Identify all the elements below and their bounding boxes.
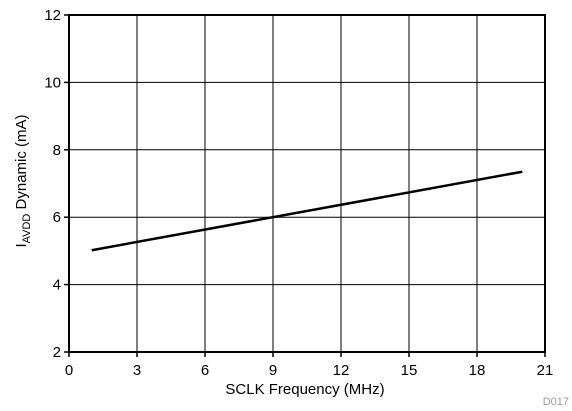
- y-axis-title-rest: Dynamic (mA): [13, 114, 30, 213]
- y-tick-label: 2: [53, 344, 61, 361]
- grid-lines: [69, 15, 545, 352]
- y-axis-ticks: 2 4 6 8 10 12: [44, 7, 69, 361]
- x-tick-label: 9: [269, 362, 277, 379]
- series-group: [91, 170, 523, 252]
- x-axis-ticks: 0 3 6 9 12 15 18 21: [65, 352, 554, 379]
- y-axis-title-subscript: AVDD: [21, 214, 33, 244]
- x-tick-label: 6: [201, 362, 209, 379]
- y-tick-label: 8: [53, 142, 61, 159]
- x-tick-label: 21: [537, 362, 554, 379]
- x-tick-label: 18: [469, 362, 486, 379]
- y-tick-label: 4: [53, 277, 61, 294]
- y-tick-label: 6: [53, 209, 61, 226]
- plot-frame: [68, 14, 546, 353]
- x-tick-label: 0: [65, 362, 73, 379]
- x-tick-label: 3: [133, 362, 141, 379]
- y-axis-title-main: I: [13, 243, 30, 247]
- figure-code: D017: [543, 396, 569, 408]
- y-tick-label: 12: [44, 7, 61, 24]
- y-axis-title: IAVDD Dynamic (mA): [13, 114, 33, 247]
- x-axis-title: SCLK Frequency (MHz): [225, 381, 384, 398]
- y-tick-label: 10: [44, 74, 61, 91]
- x-tick-label: 12: [333, 362, 350, 379]
- series-line-0: [91, 170, 523, 252]
- x-tick-label: 15: [401, 362, 418, 379]
